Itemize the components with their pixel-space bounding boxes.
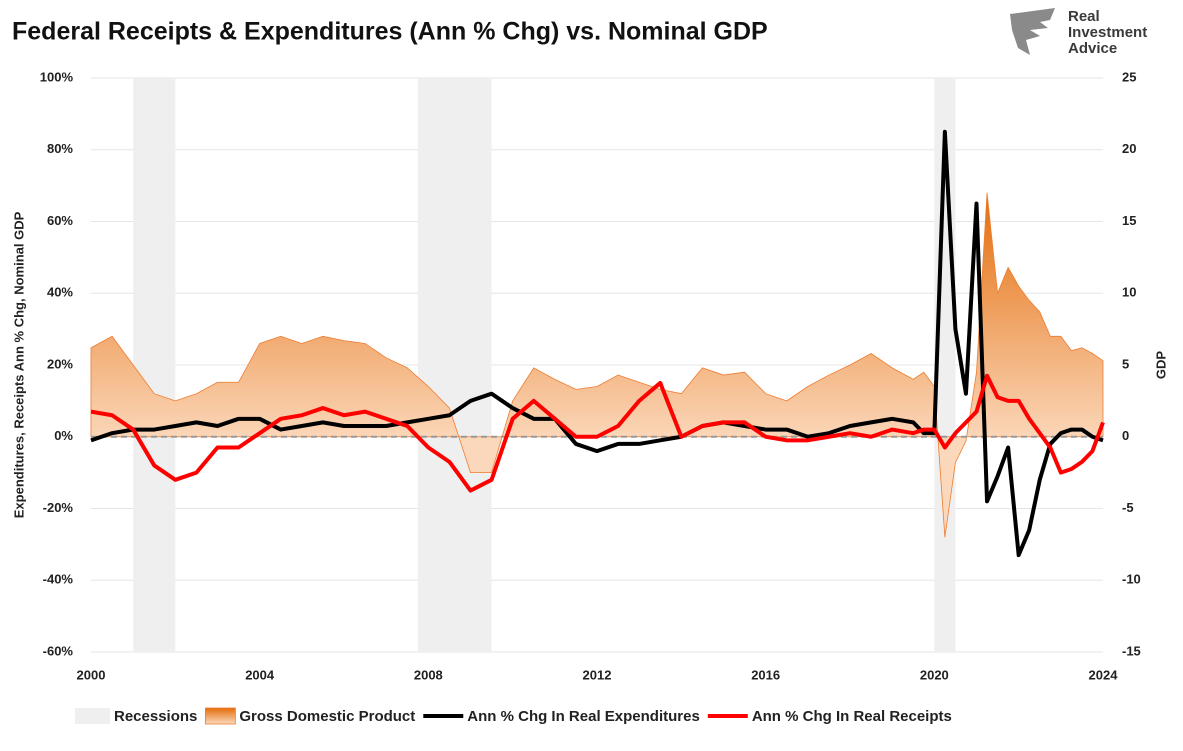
brand-text: Advice	[1068, 40, 1117, 57]
y-tick-label: 0%	[54, 428, 73, 443]
y2-tick-label: 15	[1122, 213, 1136, 228]
y2-tick-label: -5	[1122, 500, 1134, 515]
y-tick-label: 40%	[47, 285, 73, 300]
y2-tick-label: 5	[1122, 356, 1129, 371]
legend-label: Ann % Chg In Real Expenditures	[467, 708, 700, 725]
y-tick-label: -20%	[43, 500, 74, 515]
legend-item: Gross Domestic Product	[204, 707, 415, 725]
x-tick-label: 2024	[1089, 667, 1119, 682]
chart-title: Federal Receipts & Expenditures (Ann % C…	[12, 18, 768, 46]
legend-swatch	[75, 708, 110, 724]
y-axis-label: Expenditures, Receipts Ann % Chg, Nomina…	[11, 211, 26, 518]
x-tick-label: 2008	[414, 667, 443, 682]
y-tick-label: 20%	[47, 356, 73, 371]
legend-item: Ann % Chg In Real Expenditures	[423, 708, 700, 725]
legend-label: Recessions	[114, 708, 197, 725]
recession-band	[133, 78, 176, 652]
recessions	[133, 78, 956, 652]
y-tick-label: -40%	[43, 572, 74, 587]
x-tick-label: 2004	[245, 667, 275, 682]
y2-tick-label: -10	[1122, 572, 1141, 587]
y-tick-label: -60%	[43, 643, 74, 658]
x-tick-label: 2020	[920, 667, 949, 682]
legend-label: Ann % Chg In Real Receipts	[752, 708, 952, 725]
y2-tick-label: 10	[1122, 285, 1136, 300]
y-tick-label: 80%	[47, 141, 73, 156]
legend-swatch	[204, 707, 236, 725]
brand-logo: Real Investment Advice	[1010, 8, 1147, 57]
y2-tick-label: 20	[1122, 141, 1136, 156]
legend-label: Gross Domestic Product	[239, 708, 415, 725]
lines	[90, 129, 1105, 558]
gdp-area	[90, 192, 1104, 538]
x-tick-label: 2000	[77, 667, 106, 682]
x-tick-label: 2012	[583, 667, 612, 682]
y2-axis-label: GDP	[1153, 351, 1168, 380]
y2-tick-label: -15	[1122, 643, 1141, 658]
logo-icon	[1010, 8, 1055, 55]
series-line	[90, 373, 1105, 493]
y2-tick-label: 0	[1122, 428, 1129, 443]
y2-tick-label: 25	[1122, 69, 1136, 84]
y-tick-label: 60%	[47, 213, 73, 228]
y-tick-label: 100%	[40, 69, 74, 84]
brand-text: Real	[1068, 8, 1100, 25]
legend-item: Ann % Chg In Real Receipts	[707, 708, 952, 725]
x-tick-label: 2016	[751, 667, 780, 682]
brand-text: Investment	[1068, 24, 1147, 41]
recession-band	[417, 78, 492, 652]
legend-item: Recessions	[75, 708, 197, 725]
